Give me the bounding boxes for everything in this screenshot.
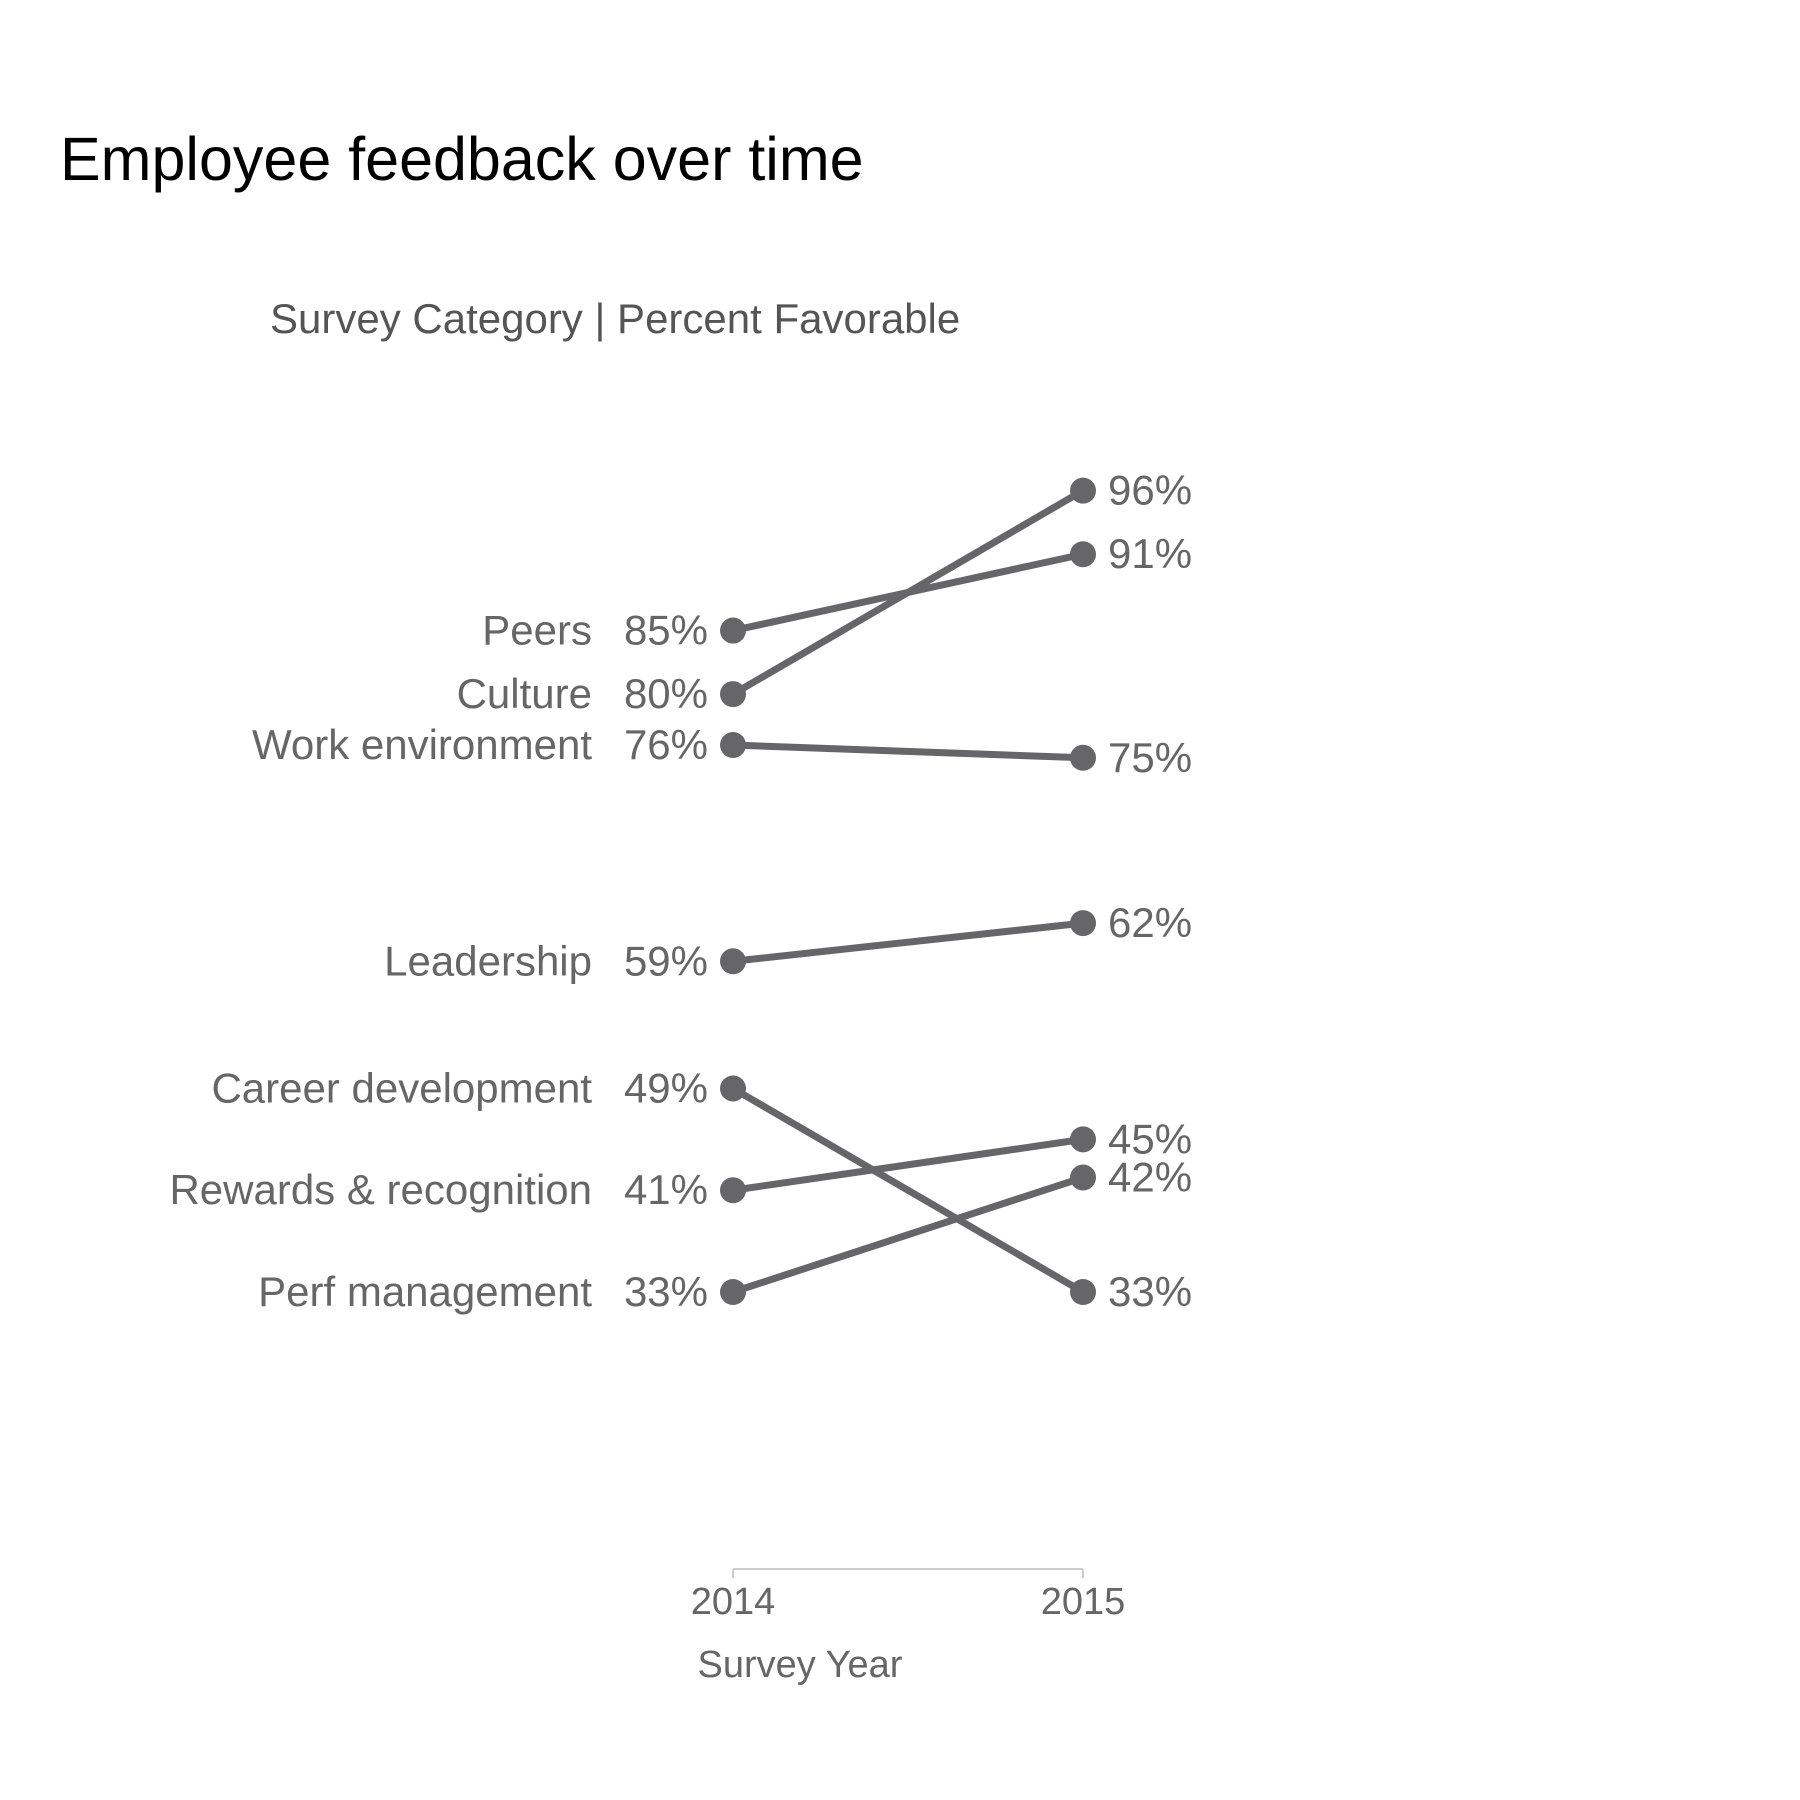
point-2014-career-development [720, 1075, 746, 1102]
category-label-rewards-recognition: Rewards & recognition [169, 1166, 592, 1213]
point-2015-rewards-recognition [1070, 1126, 1096, 1153]
category-label-peers: Peers [482, 607, 592, 654]
category-label-culture: Culture [457, 670, 592, 717]
series-labels: Peers 85% 91% Culture 80% 96% Work environment… [169, 467, 1192, 1315]
value-label-2015-culture: 96% [1108, 467, 1192, 514]
point-2014-leadership [720, 948, 746, 975]
point-2015-culture [1070, 477, 1096, 504]
value-label-2015-work-environment: 75% [1108, 734, 1192, 781]
point-2014-perf-management [720, 1279, 746, 1305]
x-tick-label-2014: 2014 [691, 1581, 776, 1623]
value-label-2014-rewards-recognition: 41% [624, 1166, 708, 1213]
point-2015-career-development [1070, 1279, 1096, 1305]
chart-subtitle: Survey Category | Percent Favorable [270, 295, 960, 342]
x-axis: 2014 2015 Survey Year [691, 1568, 1126, 1686]
value-label-2015-perf-management: 42% [1108, 1154, 1192, 1201]
series-line-perf-management [729, 1174, 1087, 1296]
value-label-2015-leadership: 62% [1108, 899, 1192, 946]
x-tick-label-2015: 2015 [1041, 1581, 1126, 1623]
value-label-2014-perf-management: 33% [624, 1268, 708, 1315]
category-label-work-environment: Work environment [252, 721, 592, 768]
series-lines [720, 477, 1096, 1305]
value-label-2015-rewards-recognition: 45% [1108, 1115, 1192, 1162]
value-label-2014-career-development: 49% [624, 1064, 708, 1111]
value-label-2014-leadership: 59% [624, 937, 708, 984]
x-axis-title: Survey Year [698, 1644, 903, 1686]
series-line-career-development [729, 1084, 1087, 1296]
point-2014-work-environment [720, 732, 746, 759]
value-label-2014-peers: 85% [624, 607, 708, 654]
point-2015-perf-management [1070, 1164, 1096, 1191]
value-label-2015-peers: 91% [1108, 530, 1192, 577]
point-2014-culture [720, 681, 746, 708]
series-line-rewards-recognition [729, 1135, 1087, 1194]
chart-title: Employee feedback over time [60, 125, 864, 193]
value-label-2014-culture: 80% [624, 670, 708, 717]
point-2015-work-environment [1070, 744, 1096, 771]
category-label-leadership: Leadership [384, 937, 592, 984]
series-line-culture [729, 487, 1087, 698]
point-2014-peers [720, 617, 746, 644]
point-2015-leadership [1070, 910, 1096, 937]
value-label-2014-work-environment: 76% [624, 721, 708, 768]
category-label-career-development: Career development [211, 1064, 592, 1111]
series-line-work-environment [729, 741, 1087, 762]
value-label-2015-career-development: 33% [1108, 1268, 1192, 1315]
point-2015-peers [1070, 541, 1096, 568]
category-label-perf-management: Perf management [258, 1268, 592, 1315]
series-line-leadership [729, 919, 1087, 965]
point-2014-rewards-recognition [720, 1177, 746, 1204]
